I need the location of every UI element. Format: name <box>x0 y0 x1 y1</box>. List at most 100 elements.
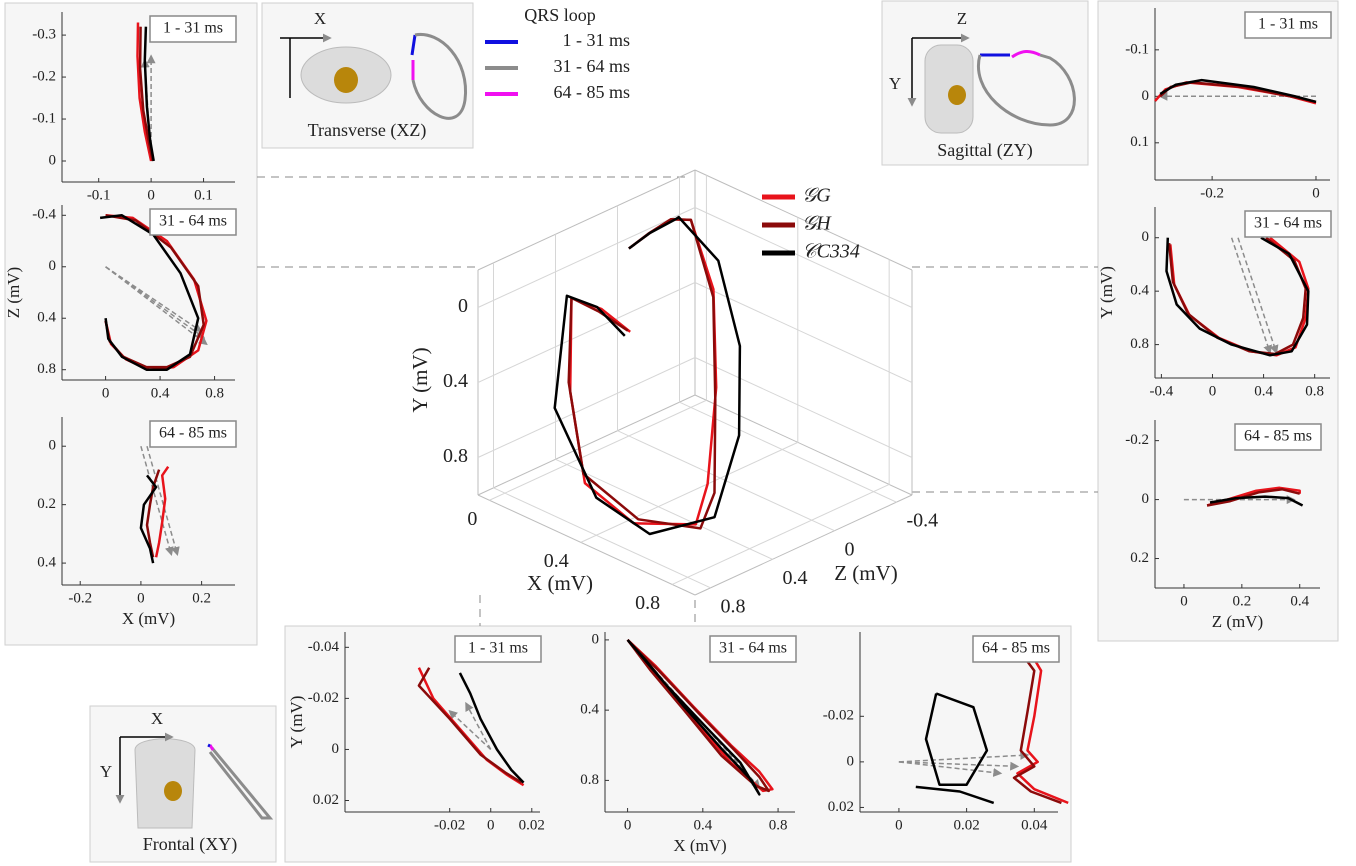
y-tick-label: 0 <box>847 753 855 769</box>
x-tick-label: -0.1 <box>87 187 111 203</box>
y-axis-label: Y (mV) <box>1097 266 1116 319</box>
legend-label: 1 - 31 ms <box>563 30 631 50</box>
x-tick-label: 0.2 <box>192 590 211 606</box>
panel-title: 1 - 31 ms <box>468 640 528 657</box>
y-tick-label: -0.2 <box>1125 432 1149 448</box>
y-tick-label: 0 <box>458 295 468 317</box>
y-tick-label: 0.8 <box>37 361 56 377</box>
inset-title: Sagittal (ZY) <box>937 140 1032 161</box>
x-tick-label: 0.4 <box>544 550 569 572</box>
x-tick-label: 0.4 <box>693 817 712 833</box>
axis-letter: Z <box>957 9 967 28</box>
x-tick-label: -0.2 <box>68 590 92 606</box>
legend-label: 64 - 85 ms <box>554 82 631 102</box>
panel-title: 31 - 64 ms <box>159 213 227 230</box>
y-tick-label: 0 <box>332 741 340 757</box>
inset-title: Frontal (XY) <box>143 834 237 855</box>
x-axis-label: X (mV) <box>527 571 593 595</box>
x-tick-label: 0.4 <box>1290 593 1309 609</box>
axis-letter: Y <box>889 74 901 93</box>
legend-label: 𝒢H <box>802 213 832 235</box>
x-tick-label: 0.8 <box>205 385 224 401</box>
y-tick-label: -0.2 <box>32 68 56 84</box>
x-tick-label: 0 <box>624 817 632 833</box>
z-tick-label: 0.4 <box>783 567 808 589</box>
x-tick-label: 0 <box>467 508 477 530</box>
y-tick-label: -0.4 <box>32 207 56 223</box>
y-tick-label: -0.02 <box>823 708 854 724</box>
transverse-inset: X Transverse (XZ) <box>262 3 473 148</box>
y-tick-label: 0 <box>1142 229 1150 245</box>
z-axis-label: Z (mV) <box>834 561 898 585</box>
z-tick-label: 0.8 <box>721 595 746 617</box>
panel-title: 64 - 85 ms <box>1244 428 1312 445</box>
legend-label: 31 - 64 ms <box>554 56 631 76</box>
inset-title: Transverse (XZ) <box>308 120 427 141</box>
x-tick-label: 0.2 <box>1232 593 1251 609</box>
x-tick-label: 0.4 <box>151 385 170 401</box>
box-edge <box>695 395 912 495</box>
loop-3d <box>555 217 740 534</box>
x-axis-label: Z (mV) <box>1212 612 1263 631</box>
x-tick-label: 0 <box>137 590 145 606</box>
x-tick-label: 0 <box>1180 593 1188 609</box>
grid-line <box>478 208 695 308</box>
y-tick-label: 0.2 <box>1130 550 1149 566</box>
y-tick-label: 0.8 <box>443 445 468 467</box>
y-tick-label: 0.4 <box>580 702 599 718</box>
z-tick-label: -0.4 <box>907 510 939 532</box>
legend-label: 𝒢G <box>802 185 831 207</box>
frontal-inset: X Y Frontal (XY) <box>90 706 276 862</box>
y-tick-label: -0.04 <box>308 639 340 655</box>
legend-title: QRS loop <box>524 5 596 25</box>
y-tick-label: -0.1 <box>32 110 56 126</box>
x-tick-label: 0.8 <box>769 817 788 833</box>
x-tick-label: 0 <box>1312 185 1320 201</box>
x-tick-label: 0 <box>1209 383 1217 399</box>
y-tick-label: 0.8 <box>580 772 599 788</box>
x-tick-label: -0.4 <box>1150 383 1174 399</box>
x-tick-label: 0 <box>147 187 155 203</box>
y-axis-label: Y (mV) <box>287 696 306 749</box>
y-tick-label: 0.8 <box>1130 336 1149 352</box>
y-tick-label: 0 <box>49 152 57 168</box>
box-edge <box>478 170 695 270</box>
x-tick-label: 0.4 <box>1254 383 1273 399</box>
x-tick-label: 0.1 <box>194 187 213 203</box>
y-axis-label: Y (mV) <box>408 347 432 412</box>
loop-3d <box>569 219 716 528</box>
x-tick-label: -0.02 <box>434 817 465 833</box>
y-tick-label: 0.1 <box>1130 134 1149 150</box>
grid-line <box>478 283 695 383</box>
panel-title: 31 - 64 ms <box>719 640 787 657</box>
y-tick-label: 0.4 <box>37 555 56 571</box>
y-axis-label: Z (mV) <box>4 267 23 318</box>
grid-line <box>478 358 695 458</box>
x-axis-label: X (mV) <box>122 609 175 628</box>
x-tick-label: 0.8 <box>635 592 660 614</box>
axis-letter: X <box>151 709 163 728</box>
y-tick-label: 0.4 <box>443 370 468 392</box>
x-tick-label: 0.02 <box>953 817 979 833</box>
y-tick-label: 0.2 <box>37 496 56 512</box>
x-tick-label: 0 <box>102 385 110 401</box>
sagittal-inset: Z Y Sagittal (ZY) <box>882 1 1088 165</box>
panel-title: 64 - 85 ms <box>982 640 1050 657</box>
y-tick-label: 0 <box>49 438 57 454</box>
panel-title: 64 - 85 ms <box>159 425 227 442</box>
box-edge <box>478 395 695 495</box>
y-tick-label: 0.4 <box>37 310 56 326</box>
panel-title: 1 - 31 ms <box>1258 16 1318 33</box>
axis-letter: X <box>314 9 326 28</box>
y-tick-label: -0.02 <box>308 690 339 706</box>
axis-letter: Y <box>100 762 112 781</box>
x-tick-label: 0.02 <box>519 817 545 833</box>
x-tick-label: 0 <box>895 817 903 833</box>
grid-line <box>556 459 773 559</box>
loop-3d <box>570 219 716 524</box>
grid-line <box>680 402 897 502</box>
panel-title: 1 - 31 ms <box>163 20 223 37</box>
grid-line <box>695 358 912 458</box>
y-tick-label: 0 <box>49 258 57 274</box>
x-tick-label: 0.8 <box>1305 383 1324 399</box>
